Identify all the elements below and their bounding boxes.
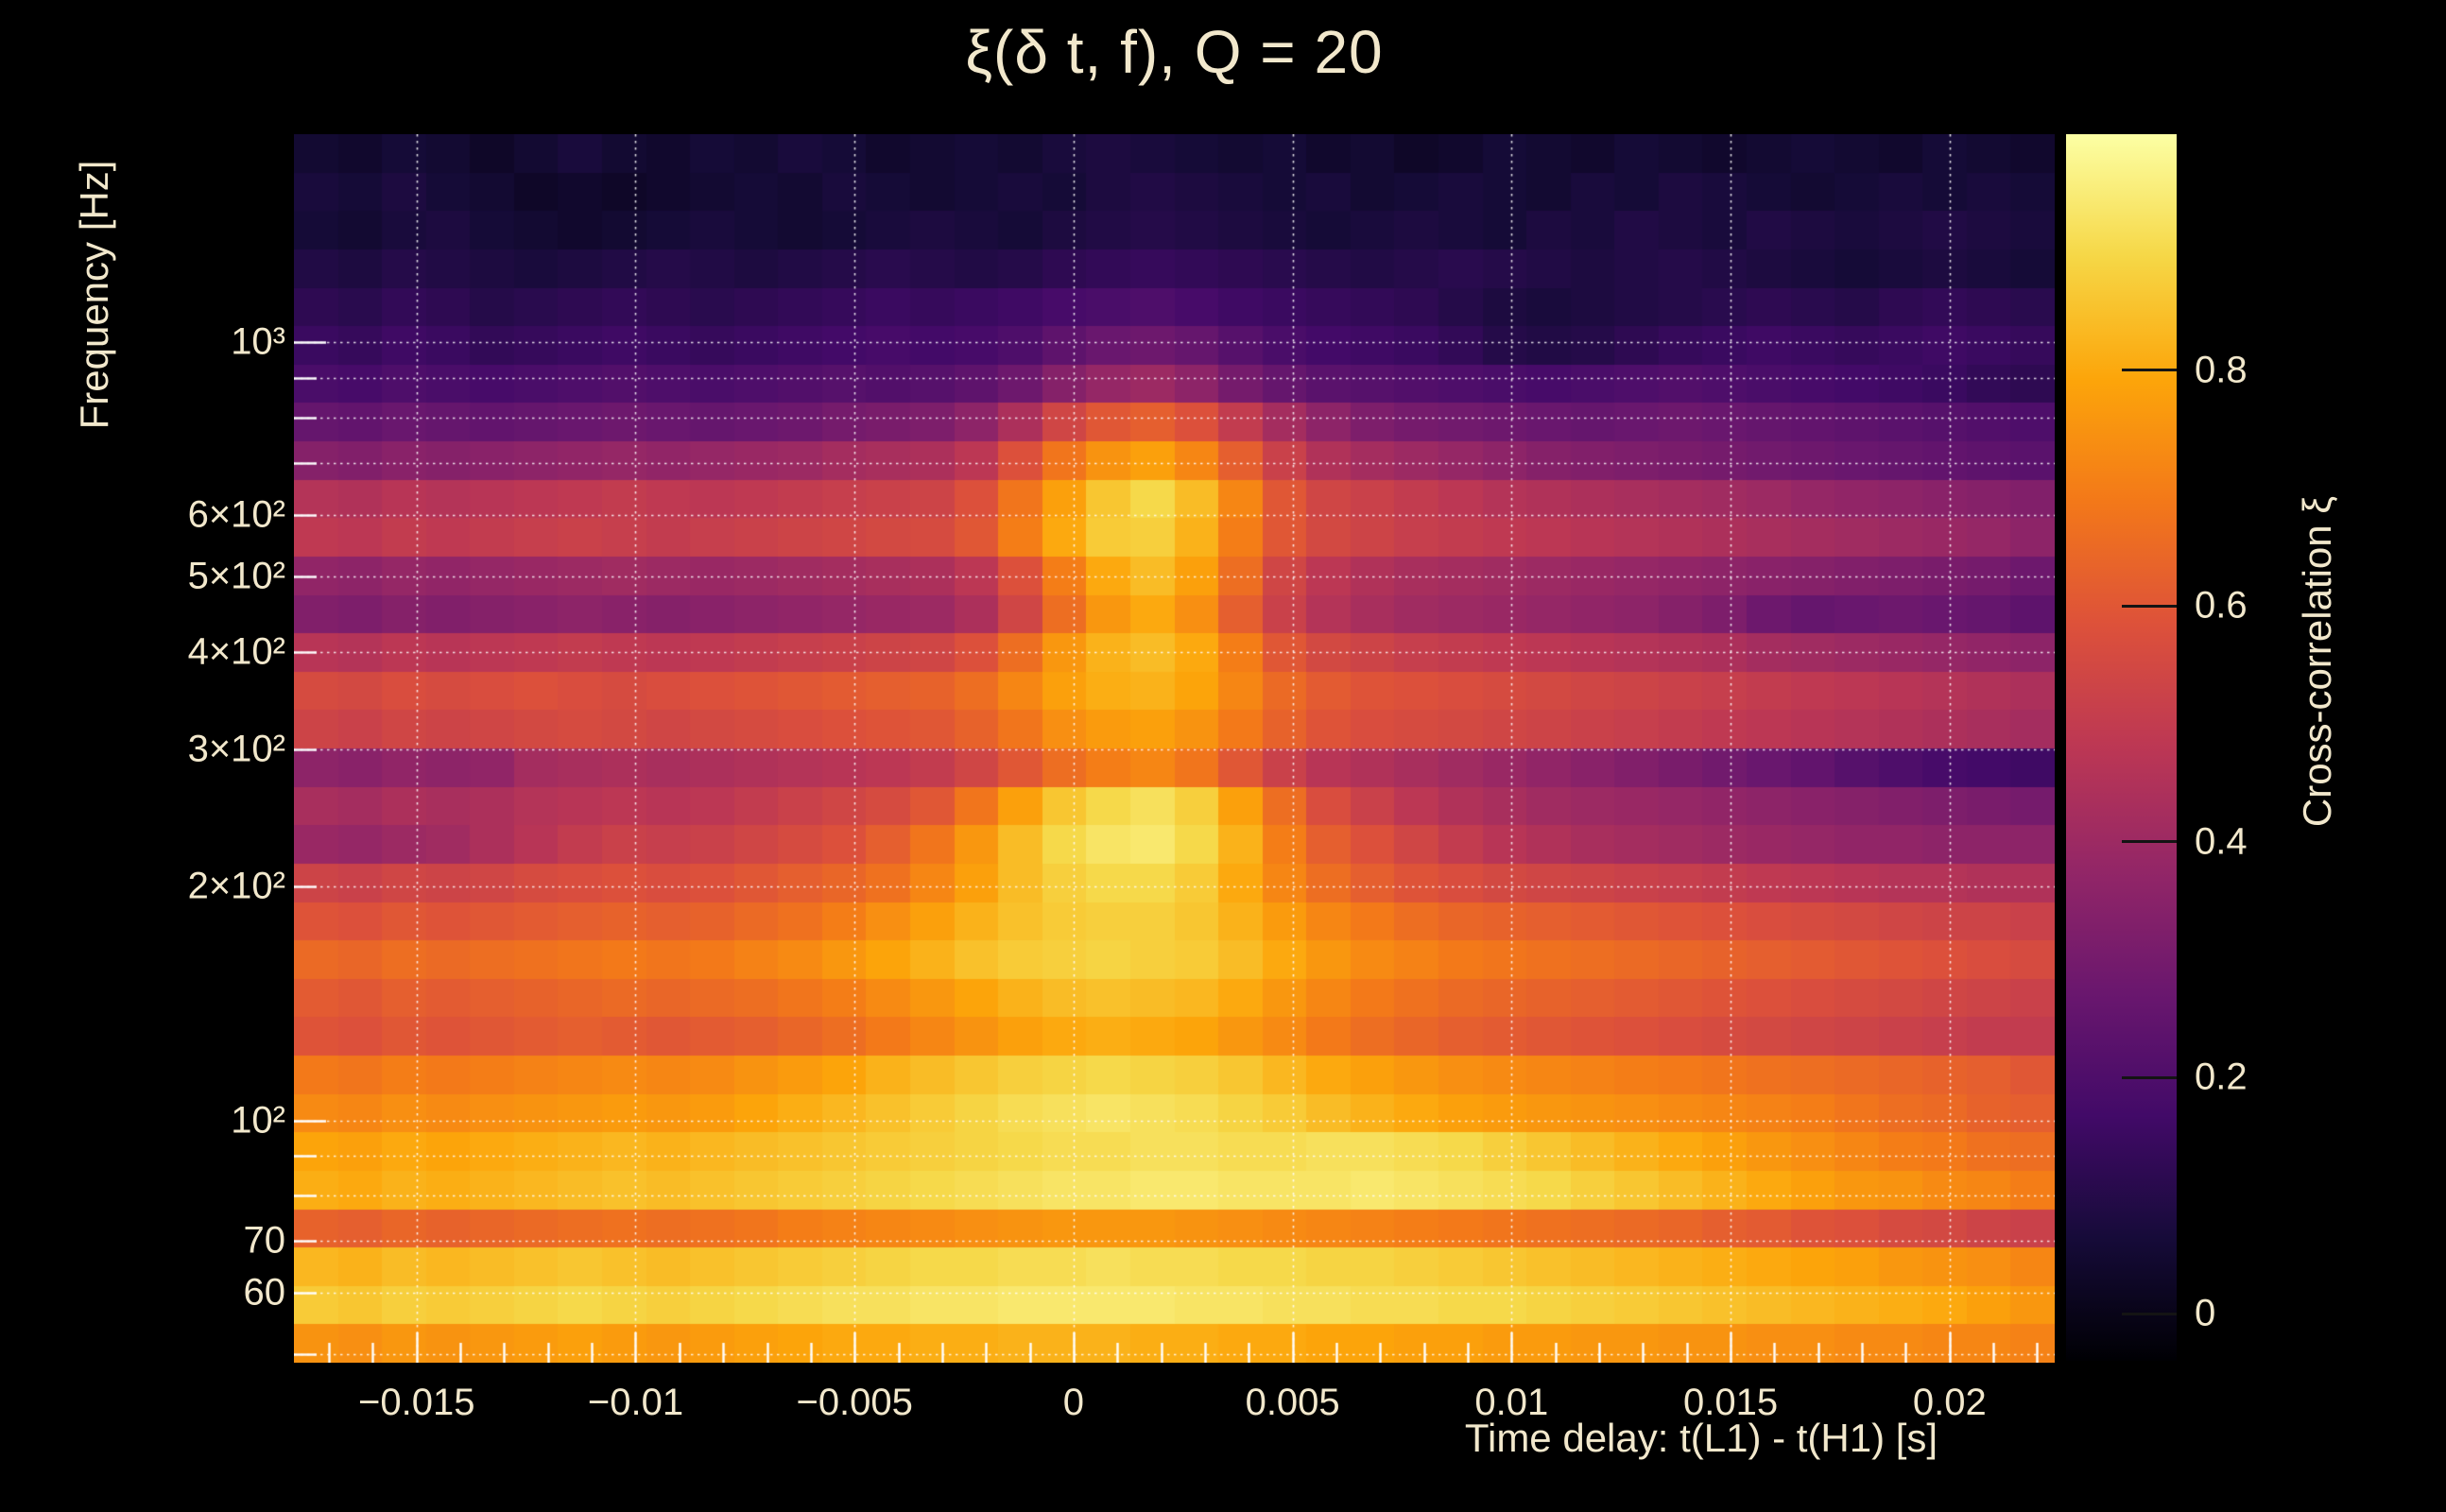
y-tick-label: 10³ bbox=[231, 320, 285, 363]
colorbar-tick-mark bbox=[2122, 840, 2177, 844]
y-tick-label: 70 bbox=[243, 1219, 286, 1262]
colorbar-tick-label: 0.4 bbox=[2195, 820, 2248, 863]
x-tick-label: 0 bbox=[1062, 1382, 1085, 1423]
y-tick-label: 6×10² bbox=[187, 493, 285, 536]
x-tick-label: 0.01 bbox=[1474, 1382, 1549, 1423]
y-axis-label-text: Frequency [Hz] bbox=[72, 160, 116, 430]
x-tick-label: 0.015 bbox=[1682, 1382, 1779, 1423]
y-tick-label: 3×10² bbox=[187, 728, 285, 770]
x-tick-label: 0.02 bbox=[1912, 1382, 1987, 1423]
y-tick-label: 60 bbox=[243, 1271, 286, 1314]
colorbar-tick-label: 0.2 bbox=[2195, 1056, 2248, 1098]
x-tick-label: −0.015 bbox=[358, 1382, 475, 1423]
page-title: ξ(δ t, f), Q = 20 bbox=[965, 18, 1384, 86]
x-tick-label: 0.005 bbox=[1245, 1382, 1340, 1423]
colorbar-label-text: Cross-correlation ξ bbox=[2295, 495, 2339, 828]
colorbar-tick-label: 0.8 bbox=[2195, 349, 2248, 391]
heatmap-canvas bbox=[294, 134, 2055, 1363]
colorbar-tick-mark bbox=[2122, 604, 2177, 608]
y-tick-label: 10² bbox=[231, 1099, 285, 1141]
x-tick-label: −0.01 bbox=[587, 1382, 684, 1423]
colorbar bbox=[2066, 134, 2177, 1361]
y-tick-label: 4×10² bbox=[187, 630, 285, 673]
colorbar-tick-mark bbox=[2122, 369, 2177, 372]
y-tick-label: 2×10² bbox=[187, 865, 285, 907]
colorbar-tick-mark bbox=[2122, 1312, 2177, 1315]
colorbar-tick-label: 0 bbox=[2195, 1292, 2216, 1334]
colorbar-tick-label: 0.6 bbox=[2195, 584, 2248, 627]
y-tick-label: 5×10² bbox=[187, 555, 285, 597]
x-axis-label: Time delay: t(L1) - t(H1) [s] bbox=[1464, 1416, 1938, 1460]
colorbar-tick-mark bbox=[2122, 1075, 2177, 1079]
x-tick-label: −0.005 bbox=[796, 1382, 913, 1423]
